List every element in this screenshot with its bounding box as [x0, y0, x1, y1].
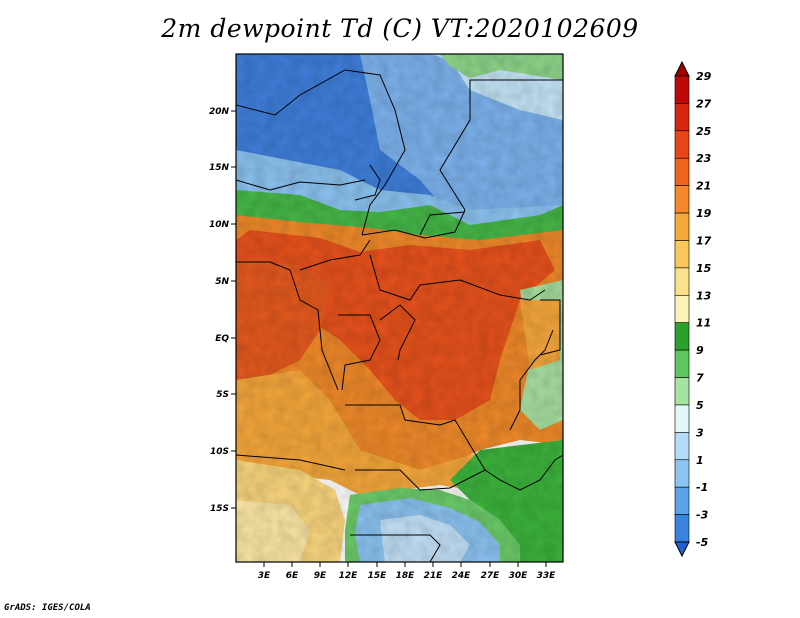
colorbar-label: -1: [696, 481, 708, 494]
colorbar-bin: [674, 103, 690, 132]
lon-label: 30E: [509, 571, 529, 581]
colorbar-label: 15: [696, 262, 712, 275]
colorbar-label: 23: [696, 152, 712, 165]
lat-label: 15N: [209, 163, 230, 173]
lon-label: 27E: [481, 571, 501, 581]
colorbar-bin: [674, 130, 690, 159]
lon-label: 24E: [452, 571, 472, 581]
lon-label: 12E: [339, 571, 359, 581]
colorbar-bin: [674, 486, 690, 515]
lon-label: 3E: [258, 571, 271, 581]
colorbar-bin: [674, 514, 690, 543]
latitude-axis: 20N 15N 10N 5N EQ 5S 10S 15S: [209, 107, 236, 514]
colorbar: 29 27 25 23 21 19 17 15 13 11 9 7 5 3 1 -1 -3 -5: [674, 60, 712, 558]
colorbar-bin: [674, 322, 690, 351]
colorbar-bin: [674, 75, 690, 104]
lon-label: 21E: [424, 571, 444, 581]
lat-label: 10N: [209, 220, 230, 230]
colorbar-bin: [674, 404, 690, 433]
colorbar-label: 3: [696, 426, 704, 439]
colorbar-bin: [674, 185, 690, 214]
colorbar-bin: [674, 212, 690, 241]
lat-label: 5N: [215, 277, 229, 287]
lat-label: EQ: [215, 334, 229, 344]
colorbar-max-arrow: [674, 60, 690, 77]
colorbar-bin: [674, 349, 690, 378]
colorbar-bin: [674, 432, 690, 461]
colorbar-label: 21: [696, 180, 711, 193]
lon-label: 33E: [537, 571, 557, 581]
colorbar-label: 1: [696, 454, 704, 467]
colorbar-label: 25: [696, 125, 712, 138]
map-title: 2m dewpoint Td (C) VT:2020102609: [161, 14, 639, 43]
colorbar-label: 17: [696, 234, 712, 247]
colorbar-label: 5: [696, 399, 704, 412]
map-frame: [235, 53, 564, 563]
lon-label: 15E: [368, 571, 388, 581]
lat-label: 5S: [216, 390, 229, 400]
colorbar-bin: [674, 459, 690, 488]
colorbar-label: 9: [696, 344, 704, 357]
colorbar-min-arrow: [674, 541, 690, 558]
colorbar-bin: [674, 240, 690, 269]
colorbar-bin: [674, 267, 690, 296]
dewpoint-field: [236, 54, 563, 562]
lat-label: 15S: [210, 504, 229, 514]
colorbar-label: -5: [696, 536, 709, 549]
longitude-axis: 3E 6E 9E 12E 15E 18E 21E 24E 27E 30E 33E: [258, 562, 556, 581]
colorbar-label: 19: [696, 207, 712, 220]
colorbar-label: 7: [696, 372, 704, 385]
lon-label: 6E: [286, 571, 299, 581]
colorbar-bin: [674, 377, 690, 406]
colorbar-label: 29: [696, 70, 712, 83]
country-borders: [236, 69, 563, 562]
colorbar-label: 13: [696, 289, 712, 302]
colorbar-label: 27: [696, 97, 712, 110]
colorbar-label: -3: [696, 509, 709, 522]
grads-credit: GrADS: IGES/COLA: [4, 603, 91, 613]
colorbar-label: 11: [696, 317, 711, 330]
lon-label: 18E: [396, 571, 416, 581]
colorbar-bin: [674, 294, 690, 324]
lon-label: 9E: [314, 571, 327, 581]
lat-label: 20N: [209, 107, 230, 117]
lat-label: 10S: [210, 447, 229, 457]
colorbar-bin: [674, 157, 690, 186]
